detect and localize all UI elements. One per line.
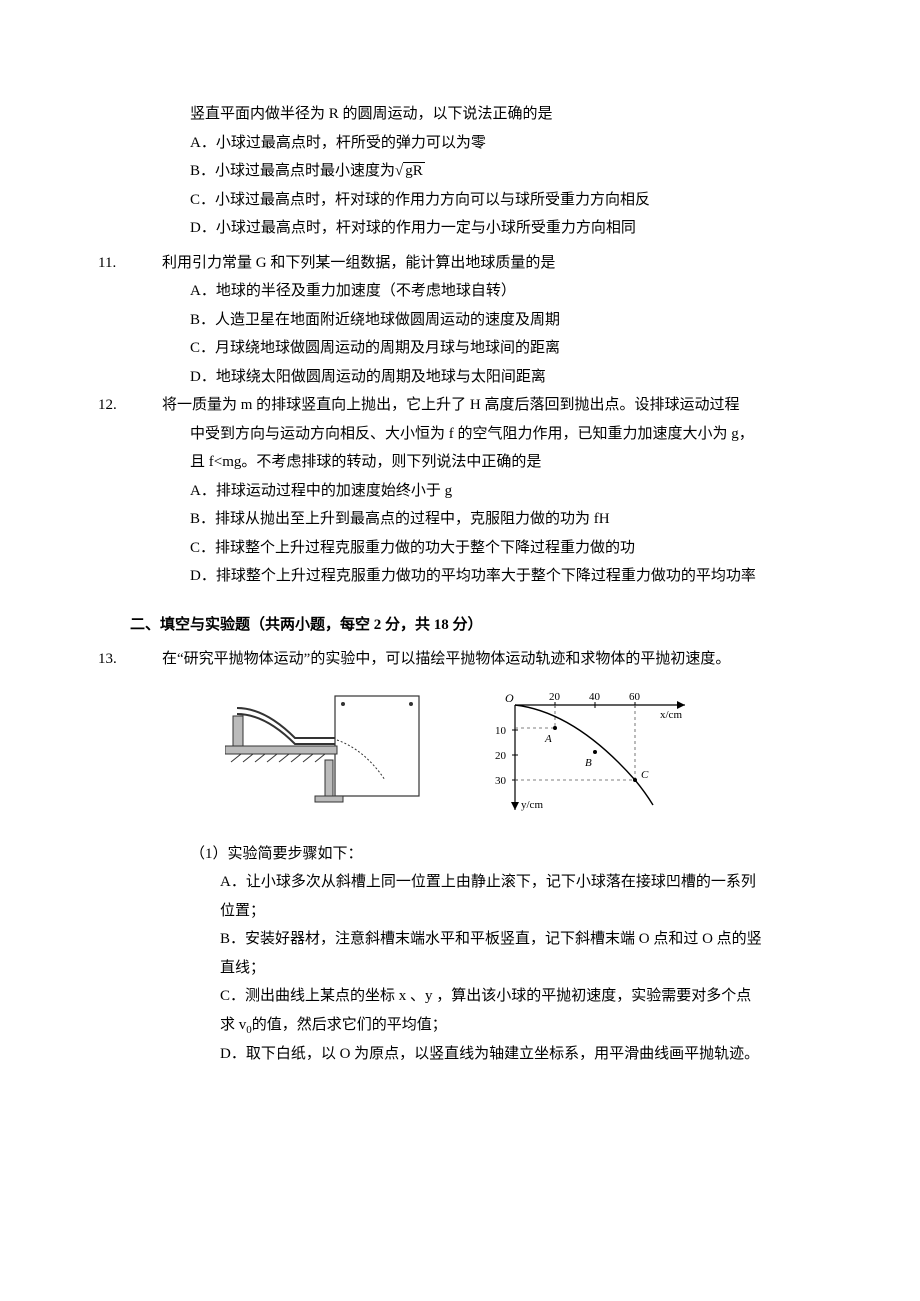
q11-opt-d: D．地球绕太阳做圆周运动的周期及地球与太阳间距离 <box>130 363 790 392</box>
point-c <box>633 778 637 782</box>
q11-opt-a: A．地球的半径及重力加速度（不考虑地球自转） <box>130 277 790 306</box>
q10-opt-a: A．小球过最高点时，杆所受的弹力可以为零 <box>130 129 790 158</box>
x-tick-label: 40 <box>589 691 601 703</box>
q10-stem-line: 竖直平面内做半径为 R 的圆周运动，以下说法正确的是 <box>130 100 790 129</box>
q13-step-c2-post: 的值，然后求它们的平均值； <box>252 1017 447 1033</box>
q13-stem-text: 在“研究平抛物体运动”的实验中，可以描绘平抛物体运动轨迹和求物体的平抛初速度。 <box>162 651 730 667</box>
q11-opt-b: B．人造卫星在地面附近绕地球做圆周运动的速度及周期 <box>130 306 790 335</box>
q13-stem: 13.在“研究平抛物体运动”的实验中，可以描绘平抛物体运动轨迹和求物体的平抛初速… <box>162 645 790 674</box>
q11-num: 11. <box>130 249 162 278</box>
q10-opt-b: B．小球过最高点时最小速度为√gR <box>130 157 790 186</box>
q11-stem-text: 利用引力常量 G 和下列某一组数据，能计算出地球质量的是 <box>162 255 555 271</box>
y-tick-label: 30 <box>495 775 507 787</box>
q10-opt-b-pre: B．小球过最高点时最小速度为 <box>190 163 395 179</box>
q12-num: 12. <box>130 391 162 420</box>
q12: 12.将一质量为 m 的排球竖直向上抛出，它上升了 H 高度后落回到抛出点。设排… <box>130 391 790 591</box>
radical-icon: √ <box>395 163 403 179</box>
point-c-label: C <box>641 769 649 781</box>
q13-num: 13. <box>130 645 162 674</box>
q12-opt-d: D．排球整个上升过程克服重力做功的平均功率大于整个下降过程重力做功的平均功率 <box>130 562 790 591</box>
q13-step-a1: A．让小球多次从斜槽上同一位置上由静止滚下，记下小球落在接球凹槽的一系列 <box>130 868 790 897</box>
q13-step-c2-pre: 求 v <box>220 1017 246 1033</box>
q13-step-c2: 求 v0的值，然后求它们的平均值； <box>130 1011 790 1041</box>
y-tick-label: 10 <box>495 725 507 737</box>
x-axis-label: x/cm <box>660 709 682 721</box>
q12-opt-b: B．排球从抛出至上升到最高点的过程中，克服阻力做的功为 fH <box>130 505 790 534</box>
q12-stem1-text: 将一质量为 m 的排球竖直向上抛出，它上升了 H 高度后落回到抛出点。设排球运动… <box>162 397 740 413</box>
section-2-title: 二、填空与实验题（共两小题，每空 2 分，共 18 分） <box>130 611 790 640</box>
table-top <box>225 746 337 754</box>
page: 竖直平面内做半径为 R 的圆周运动，以下说法正确的是 A．小球过最高点时，杆所受… <box>0 0 920 1301</box>
q10-opt-d: D．小球过最高点时，杆对球的作用力一定与小球所受重力方向相同 <box>130 214 790 243</box>
q10-opt-b-rad: gR <box>403 162 425 179</box>
q12-stem3: 且 f<mg。不考虑排球的转动，则下列说法中正确的是 <box>130 448 790 477</box>
q11-stem: 11.利用引力常量 G 和下列某一组数据，能计算出地球质量的是 <box>162 249 790 278</box>
point-b-label: B <box>585 757 592 769</box>
point-b <box>593 750 597 754</box>
q10-opt-c: C．小球过最高点时，杆对球的作用力方向可以与球所受重力方向相反 <box>130 186 790 215</box>
q10-stem-cont: 竖直平面内做半径为 R 的圆周运动，以下说法正确的是 A．小球过最高点时，杆所受… <box>130 100 790 243</box>
pin-icon <box>341 702 345 706</box>
ramp-support <box>233 716 243 746</box>
q13-step-b2: 直线； <box>130 954 790 983</box>
point-a-label: A <box>544 733 552 745</box>
q12-opt-c: C．排球整个上升过程克服重力做的功大于整个下降过程重力做的功 <box>130 534 790 563</box>
q13-step-c1: C．测出曲线上某点的坐标 x 、y ，算出该小球的平抛初速度，实验需要对多个点 <box>130 982 790 1011</box>
x-tick-label: 20 <box>549 691 561 703</box>
q13-sub1-label: （1）实验简要步骤如下： <box>130 840 790 869</box>
pin-icon <box>409 702 413 706</box>
figure-row: 20 40 60 x/cm 10 20 30 y/cm O <box>130 690 790 820</box>
stand-base <box>315 796 343 802</box>
q13-step-a2: 位置； <box>130 897 790 926</box>
q11: 11.利用引力常量 G 和下列某一组数据，能计算出地球质量的是 A．地球的半径及… <box>130 249 790 392</box>
trajectory-graph: 20 40 60 x/cm 10 20 30 y/cm O <box>485 690 695 820</box>
q11-opt-c: C．月球绕地球做圆周运动的周期及月球与地球间的距离 <box>130 334 790 363</box>
apparatus-figure <box>225 690 425 810</box>
origin-label: O <box>505 691 514 705</box>
q13-step-d: D．取下白纸，以 O 为原点，以竖直线为轴建立坐标系，用平滑曲线画平抛轨迹。 <box>130 1040 790 1069</box>
x-tick-label: 60 <box>629 691 641 703</box>
stand <box>325 760 333 800</box>
q13-step-b1: B．安装好器材，注意斜槽末端水平和平板竖直，记下斜槽末端 O 点和过 O 点的竖 <box>130 925 790 954</box>
point-a <box>553 726 557 730</box>
q12-opt-a: A．排球运动过程中的加速度始终小于 g <box>130 477 790 506</box>
q12-stem1: 12.将一质量为 m 的排球竖直向上抛出，它上升了 H 高度后落回到抛出点。设排… <box>162 391 790 420</box>
q13: 13.在“研究平抛物体运动”的实验中，可以描绘平抛物体运动轨迹和求物体的平抛初速… <box>130 645 790 1069</box>
q12-stem2: 中受到方向与运动方向相反、大小恒为 f 的空气阻力作用，已知重力加速度大小为 g… <box>130 420 790 449</box>
y-tick-label: 20 <box>495 750 507 762</box>
y-axis-label: y/cm <box>521 799 543 811</box>
